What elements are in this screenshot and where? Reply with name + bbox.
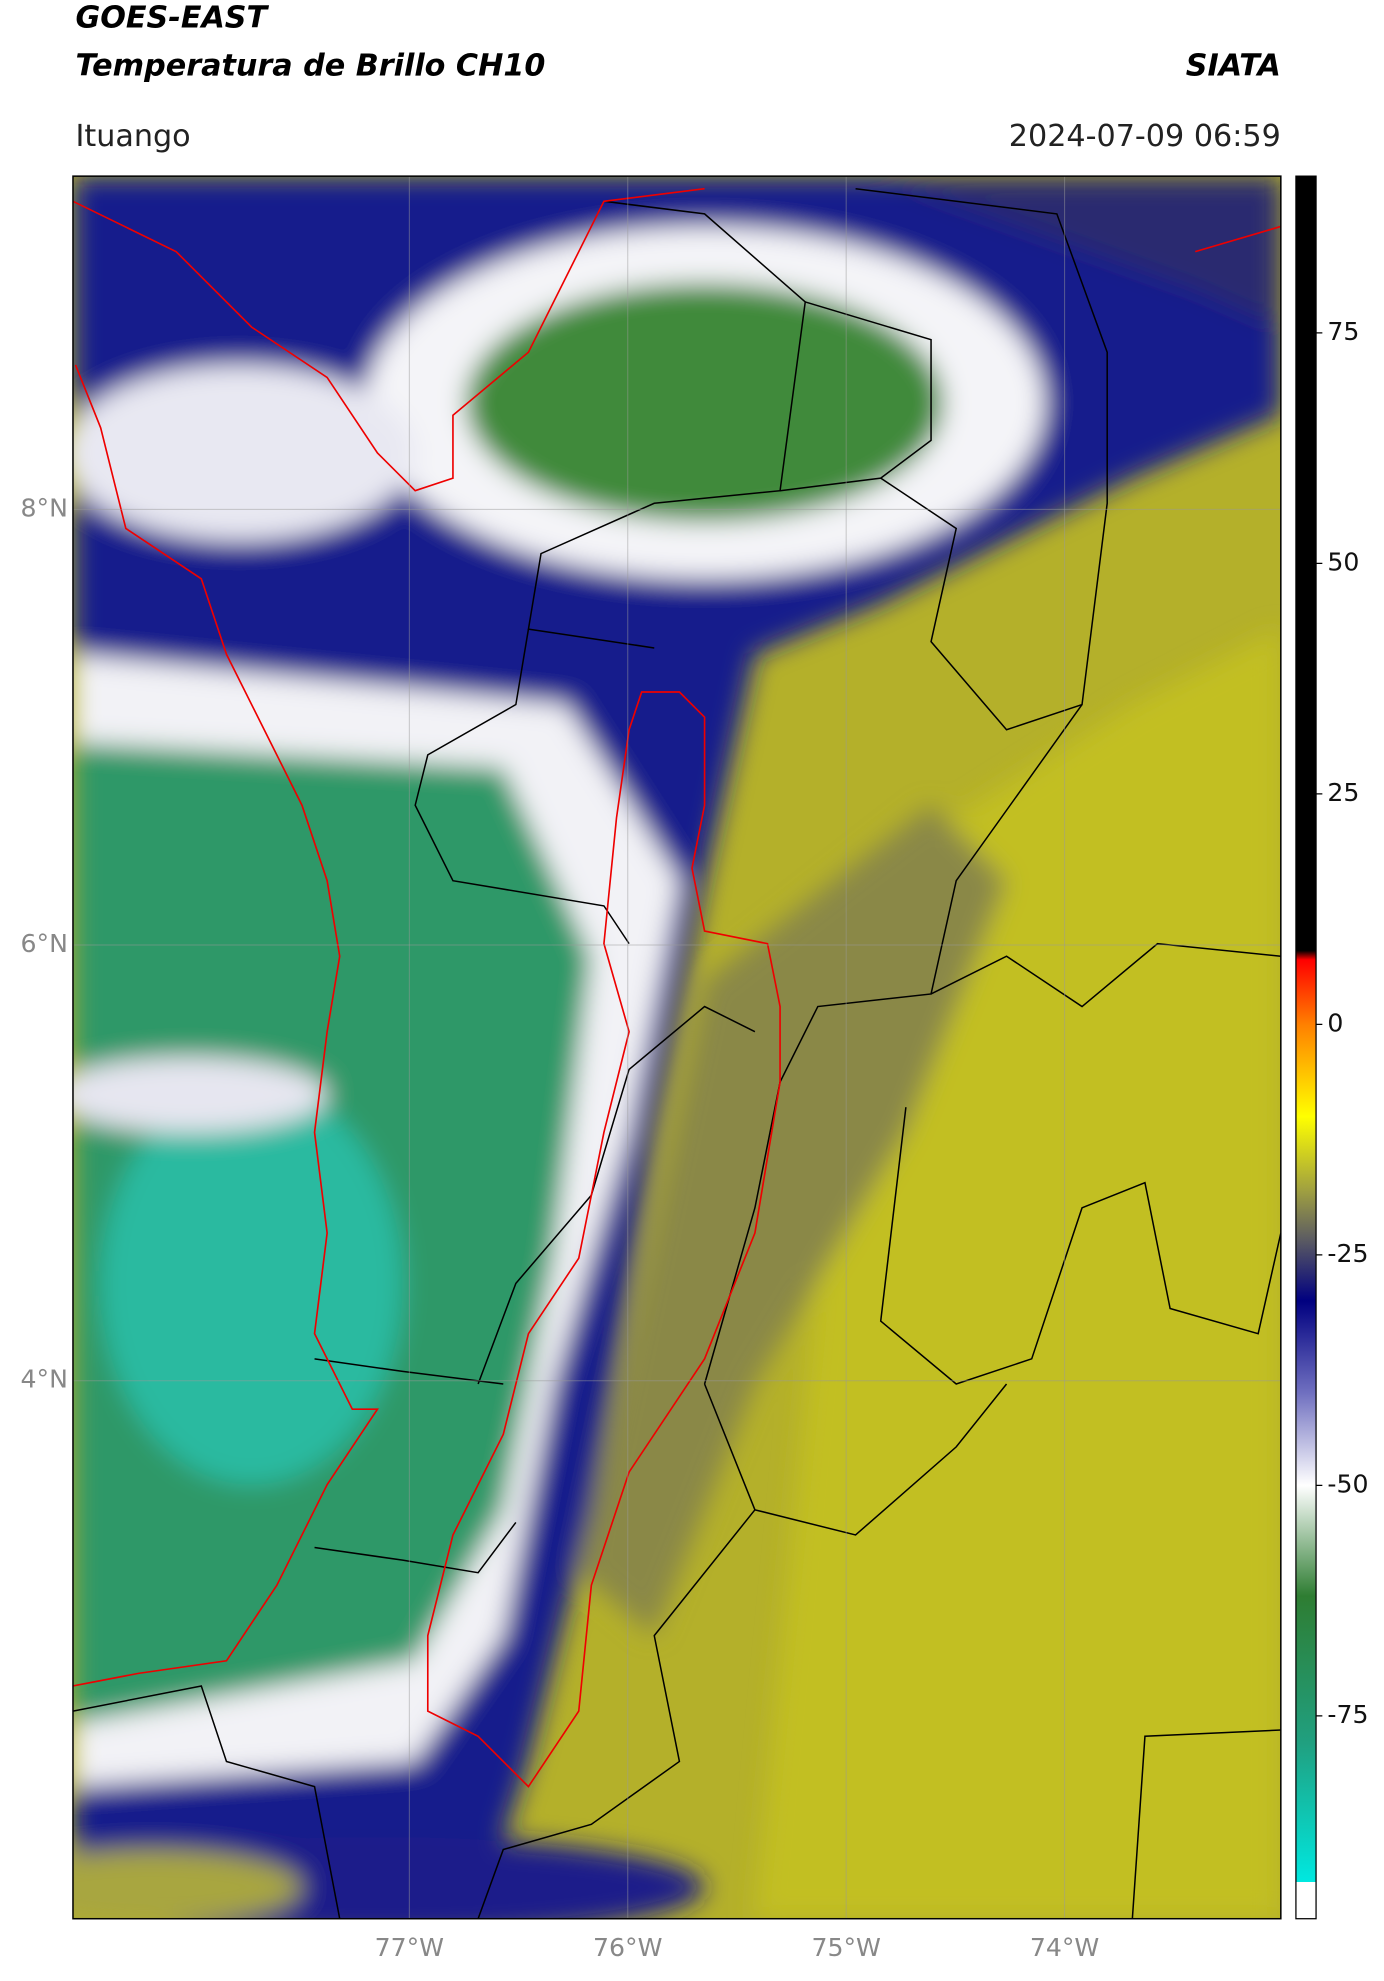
colorbar-tick-label: 50 [1327, 547, 1359, 576]
y-tick-label: 6°N [21, 929, 68, 958]
colorbar-tick-label: -75 [1327, 1700, 1368, 1729]
map-frame [72, 175, 1282, 1920]
x-tick-label: 77°W [375, 1933, 445, 1962]
x-tick-label: 74°W [1030, 1933, 1100, 1962]
source: SIATA [1186, 48, 1281, 83]
title: GOES-EAST [75, 1, 269, 36]
subtitle: Temperatura de Brillo CH10 [75, 48, 545, 83]
location: Ituango [75, 119, 190, 154]
x-tick-label: 76°W [593, 1933, 663, 1962]
colorbar-tick-label: -50 [1327, 1469, 1368, 1498]
satellite-image [72, 176, 1281, 1919]
colorbar-tick-label: 0 [1327, 1008, 1343, 1037]
y-tick-label: 4°N [21, 1365, 68, 1394]
colorbar-tick-label: 25 [1327, 778, 1359, 807]
colorbar-tick-label: 75 [1327, 317, 1359, 346]
colorbar-tick-label: -25 [1327, 1239, 1368, 1268]
colorbar [1295, 175, 1317, 1920]
datetime: 2024-07-09 06:59 [1009, 119, 1281, 154]
grid [72, 176, 1281, 1919]
y-tick-label: 8°N [21, 493, 68, 522]
x-tick-label: 75°W [811, 1933, 881, 1962]
